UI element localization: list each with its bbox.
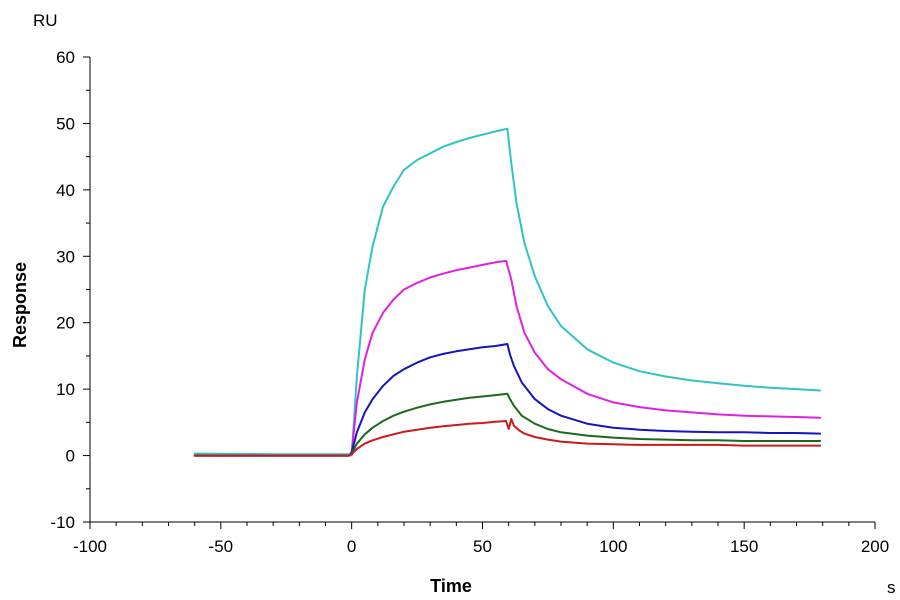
x-axis-title: Time [430,576,472,596]
x-tick-label: 50 [473,537,492,556]
y-tick-label: 30 [56,247,75,266]
series-line-4 [193,392,822,457]
x-tick-label: 0 [347,537,356,556]
series-layer [193,127,822,457]
y-tick-label: 10 [56,380,75,399]
x-tick-label: -50 [209,537,234,556]
series-line-1 [193,127,822,457]
axes-layer [89,57,875,523]
y-tick-label: 20 [56,314,75,333]
x-tick-label: 100 [599,537,627,556]
series-line-2 [193,259,822,457]
x-tick-label: 200 [861,537,889,556]
x-tick-label: 150 [730,537,758,556]
y-tick-label: 50 [56,114,75,133]
y-tick-label: 40 [56,181,75,200]
y-axis-title: Response [10,262,30,348]
x-unit-label: s [887,578,896,597]
y-tick-label: 0 [66,447,75,466]
y-tick-label: -10 [50,513,75,532]
y-tick-label: 60 [56,48,75,67]
series-line-5 [193,418,822,457]
y-unit-label: RU [33,11,58,30]
x-tick-label: -100 [73,537,107,556]
series-line-3 [193,343,822,457]
